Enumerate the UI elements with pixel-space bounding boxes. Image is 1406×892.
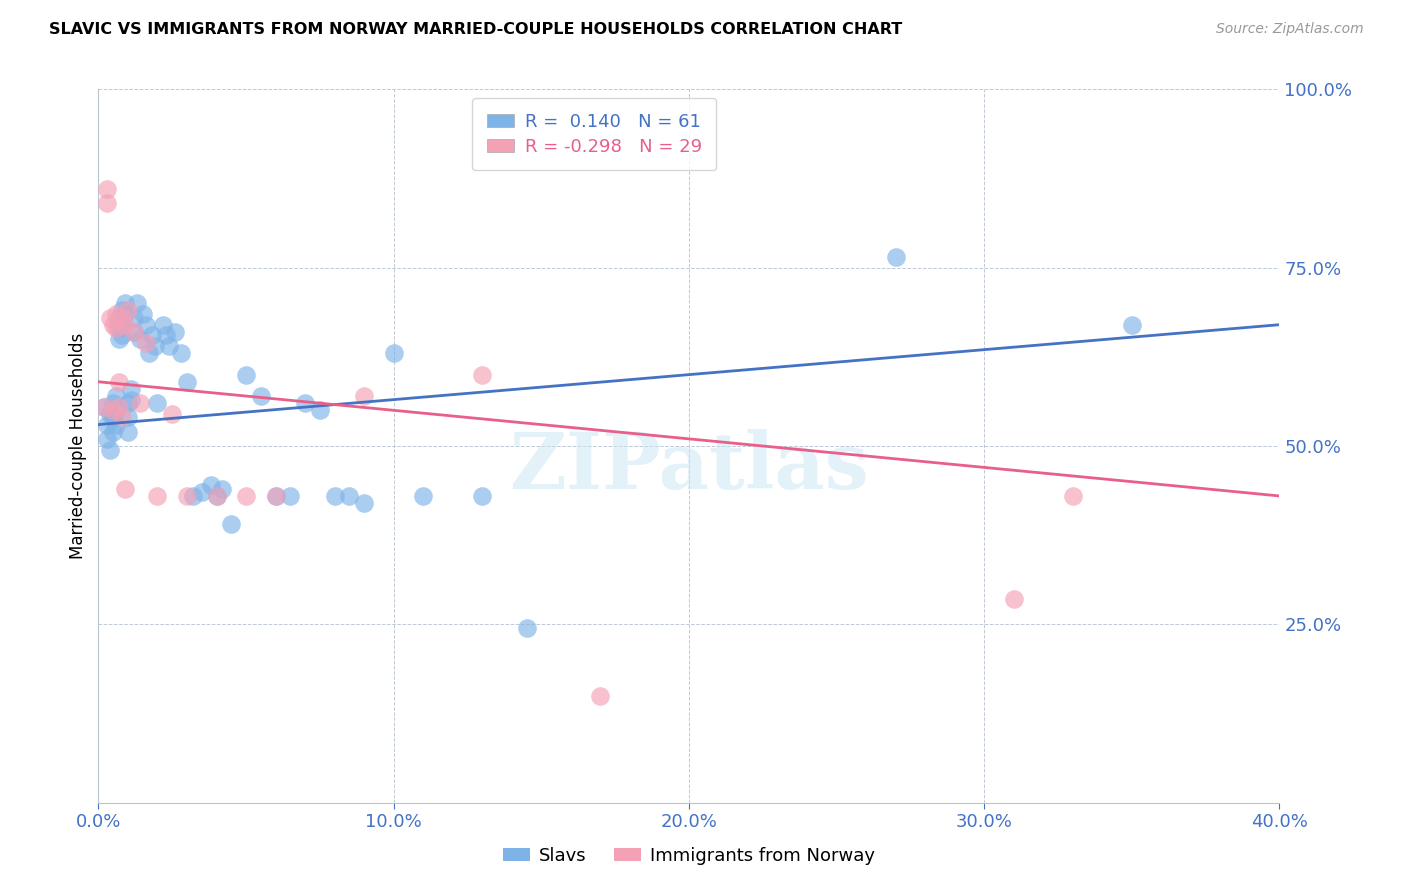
Text: ZIPatlas: ZIPatlas	[509, 429, 869, 506]
Point	[103, 410, 125, 425]
Point	[93, 400, 115, 414]
Point	[337, 489, 360, 503]
Point	[128, 396, 150, 410]
Point	[105, 307, 128, 321]
Point	[135, 335, 157, 350]
Point	[152, 318, 174, 332]
Point	[1002, 592, 1025, 607]
Point	[98, 407, 121, 421]
Point	[135, 318, 157, 332]
Point	[103, 318, 125, 332]
Point	[117, 396, 139, 410]
Point	[589, 689, 612, 703]
Point	[122, 325, 145, 339]
Text: SLAVIC VS IMMIGRANTS FROM NORWAY MARRIED-COUPLE HOUSEHOLDS CORRELATION CHART: SLAVIC VS IMMIGRANTS FROM NORWAY MARRIED…	[49, 22, 903, 37]
Point	[155, 328, 177, 343]
Point	[205, 489, 228, 503]
Point	[1121, 318, 1143, 332]
Point	[200, 478, 222, 492]
Point	[122, 325, 145, 339]
Point	[250, 389, 273, 403]
Legend: Slavs, Immigrants from Norway: Slavs, Immigrants from Norway	[496, 840, 882, 872]
Point	[264, 489, 287, 503]
Point	[235, 368, 257, 382]
Point	[146, 489, 169, 503]
Point	[143, 339, 166, 353]
Point	[114, 482, 136, 496]
Point	[294, 396, 316, 410]
Point	[96, 196, 118, 211]
Point	[353, 496, 375, 510]
Point	[96, 182, 118, 196]
Point	[98, 310, 121, 325]
Point	[884, 250, 907, 264]
Point	[211, 482, 233, 496]
Point	[412, 489, 434, 503]
Point	[111, 410, 134, 425]
Point	[132, 307, 155, 321]
Point	[105, 321, 128, 335]
Point	[108, 400, 131, 414]
Point	[1062, 489, 1084, 503]
Point	[165, 325, 187, 339]
Point	[471, 489, 494, 503]
Point	[96, 432, 118, 446]
Point	[105, 417, 128, 432]
Point	[235, 489, 257, 503]
Point	[353, 389, 375, 403]
Point	[103, 403, 125, 417]
Point	[162, 407, 183, 421]
Point	[278, 489, 302, 503]
Point	[98, 442, 121, 457]
Point	[108, 310, 131, 325]
Point	[264, 489, 287, 503]
Point	[111, 328, 134, 343]
Point	[111, 310, 134, 325]
Point	[103, 396, 125, 410]
Text: Source: ZipAtlas.com: Source: ZipAtlas.com	[1216, 22, 1364, 37]
Point	[114, 296, 136, 310]
Point	[471, 368, 494, 382]
Point	[105, 403, 128, 417]
Point	[181, 489, 204, 503]
Point	[141, 328, 163, 343]
Point	[120, 392, 142, 407]
Point	[111, 303, 134, 318]
Point	[146, 396, 169, 410]
Point	[382, 346, 405, 360]
Point	[176, 375, 198, 389]
Point	[114, 318, 136, 332]
Point	[117, 410, 139, 425]
Point	[205, 489, 228, 503]
Point	[157, 339, 180, 353]
Point	[191, 485, 214, 500]
Point	[111, 318, 134, 332]
Point	[108, 332, 131, 346]
Point	[117, 425, 139, 439]
Point	[103, 425, 125, 439]
Point	[114, 307, 136, 321]
Point	[170, 346, 193, 360]
Point	[117, 303, 139, 318]
Point	[122, 310, 145, 325]
Point	[323, 489, 346, 503]
Point	[219, 517, 242, 532]
Point	[108, 375, 131, 389]
Point	[120, 382, 142, 396]
Point	[138, 346, 160, 360]
Point	[176, 489, 198, 503]
Point	[105, 389, 128, 403]
Point	[128, 332, 150, 346]
Point	[125, 296, 148, 310]
Y-axis label: Married-couple Households: Married-couple Households	[69, 333, 87, 559]
Point	[96, 417, 118, 432]
Point	[108, 321, 131, 335]
Point	[515, 621, 537, 635]
Point	[93, 400, 115, 414]
Point	[309, 403, 332, 417]
